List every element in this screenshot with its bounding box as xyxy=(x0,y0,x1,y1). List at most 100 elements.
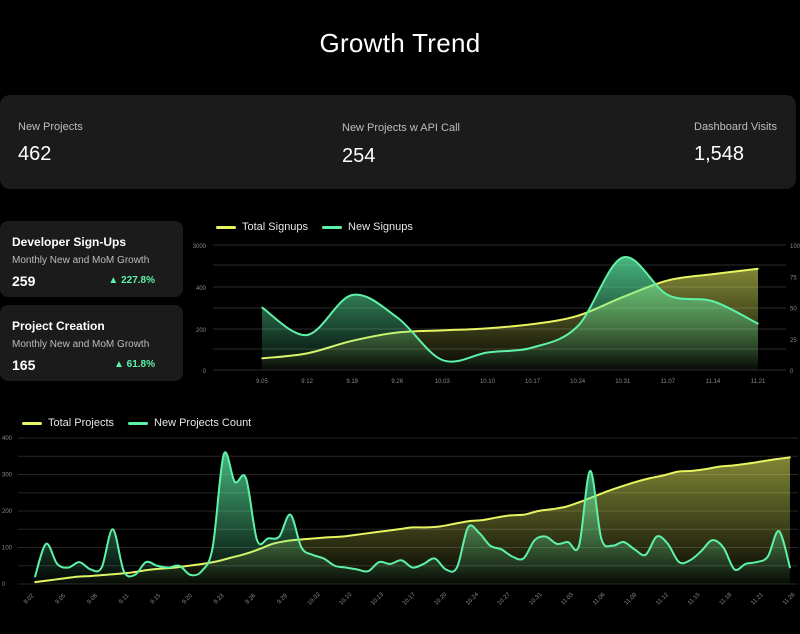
x-tick-label: 9.05 xyxy=(256,379,268,385)
x-tick-label: 11.15 xyxy=(687,592,702,607)
x-tick-label: 11.14 xyxy=(706,379,721,385)
x-tick-label: 9.23 xyxy=(213,593,226,606)
page-title: Growth Trend xyxy=(319,28,481,58)
new-projects-point xyxy=(111,528,114,531)
new-projects-point xyxy=(633,548,636,551)
card-value: 259 xyxy=(12,273,36,289)
x-tick-label: 9.05 xyxy=(55,593,68,606)
new-projects-point xyxy=(267,537,269,540)
total-projects-point xyxy=(607,490,610,492)
new-signups-point xyxy=(621,256,624,259)
new-projects-point xyxy=(567,541,569,543)
new-projects-point xyxy=(400,559,403,562)
new-projects-point xyxy=(245,477,247,479)
new-projects-point xyxy=(200,570,203,573)
total-projects-point xyxy=(677,470,679,473)
new-projects-point xyxy=(533,539,536,541)
total-signups-point xyxy=(576,315,579,317)
x-tick-label: 10.17 xyxy=(402,591,417,606)
total-signups-point xyxy=(757,267,759,270)
new-projects-point xyxy=(234,481,236,483)
new-projects-point xyxy=(500,548,503,551)
new-projects-point xyxy=(356,568,358,571)
x-tick-label: 10.31 xyxy=(615,379,631,385)
new-projects-point xyxy=(56,563,59,565)
card-growth: ▲ 61.8% xyxy=(113,359,155,370)
new-projects-point xyxy=(123,570,125,573)
x-tick-label: 10.17 xyxy=(525,379,541,385)
x-tick-label: 10.27 xyxy=(497,591,512,606)
new-signups-point xyxy=(712,300,714,303)
x-tick-label: 9.26 xyxy=(391,379,403,385)
new-projects-point xyxy=(667,543,669,545)
new-projects-point xyxy=(100,566,103,569)
new-signups-point xyxy=(261,306,263,309)
new-projects-point xyxy=(755,561,758,563)
new-signups-point xyxy=(531,346,534,349)
card-growth: ▲ 227.8% xyxy=(108,275,155,286)
legend-item[interactable]: New Signups xyxy=(322,221,413,233)
legend-item[interactable]: Total Projects xyxy=(22,417,114,429)
x-tick-label: 9.15 xyxy=(150,593,163,606)
new-projects-point xyxy=(211,546,214,549)
kpi-panel: New Projects 462 New Projects w API Call… xyxy=(0,95,796,189)
x-tick-label: 10.24 xyxy=(570,379,586,385)
kpi-label: New Projects w API Call xyxy=(342,122,460,134)
legend-item[interactable]: New Projects Count xyxy=(128,417,251,429)
total-projects-point xyxy=(355,533,358,536)
total-projects-point xyxy=(439,525,442,528)
new-projects-point xyxy=(134,574,136,576)
signups-card: Developer Sign-Ups Monthly New and MoM G… xyxy=(0,221,183,297)
total-projects-point xyxy=(537,510,540,512)
legend-swatch xyxy=(322,225,343,229)
new-projects-point xyxy=(156,564,158,567)
y-tick-label: 100 xyxy=(790,244,800,250)
new-signups-point xyxy=(306,334,308,336)
total-projects-point xyxy=(411,526,414,529)
new-projects-point xyxy=(67,566,70,569)
new-projects-area xyxy=(35,452,790,584)
new-projects-point xyxy=(655,535,658,538)
new-projects-point xyxy=(456,566,458,569)
new-projects-point xyxy=(411,566,414,569)
total-projects-point xyxy=(132,571,134,574)
new-projects-point xyxy=(289,513,292,516)
legend-swatch xyxy=(128,421,149,425)
total-projects-point xyxy=(509,514,512,517)
x-tick-label: 11.09 xyxy=(624,592,639,607)
x-tick-label: 11.12 xyxy=(655,592,670,607)
y-tick-label: 200 xyxy=(2,509,13,515)
y-tick-label: 100 xyxy=(2,546,13,552)
new-signups-point xyxy=(351,294,353,296)
total-projects-point xyxy=(397,528,400,531)
x-tick-label: 10.10 xyxy=(480,379,496,385)
new-projects-point xyxy=(622,541,625,543)
x-tick-label: 9.12 xyxy=(301,379,313,385)
new-projects-point xyxy=(389,563,392,565)
total-projects-point xyxy=(635,481,638,483)
new-projects-point xyxy=(611,544,614,547)
new-projects-point xyxy=(600,537,603,540)
new-projects-point xyxy=(789,566,791,569)
x-tick-label: 9.26 xyxy=(245,593,258,606)
y-tick-label: 400 xyxy=(2,436,13,442)
total-projects-point xyxy=(691,470,693,472)
x-tick-label: 11.06 xyxy=(592,592,607,607)
total-signups-point xyxy=(712,273,714,275)
new-projects-point xyxy=(89,568,92,571)
kpi-label: Dashboard Visits xyxy=(694,121,777,133)
kpi-value: 1,548 xyxy=(694,143,745,165)
x-tick-label: 9.20 xyxy=(181,593,194,606)
new-projects-point xyxy=(644,554,647,556)
y-tick-label: 200 xyxy=(196,328,207,334)
new-projects-point xyxy=(222,453,225,456)
y-tick-label: 0 xyxy=(203,369,207,375)
legend-item[interactable]: Total Signups xyxy=(216,221,308,233)
new-projects-point xyxy=(178,564,181,567)
new-projects-point xyxy=(333,564,336,567)
new-projects-point xyxy=(278,535,281,538)
total-projects-point xyxy=(327,536,330,539)
total-signups-point xyxy=(667,279,669,282)
new-projects-point xyxy=(689,559,691,562)
x-tick-label: 9.19 xyxy=(346,379,358,385)
